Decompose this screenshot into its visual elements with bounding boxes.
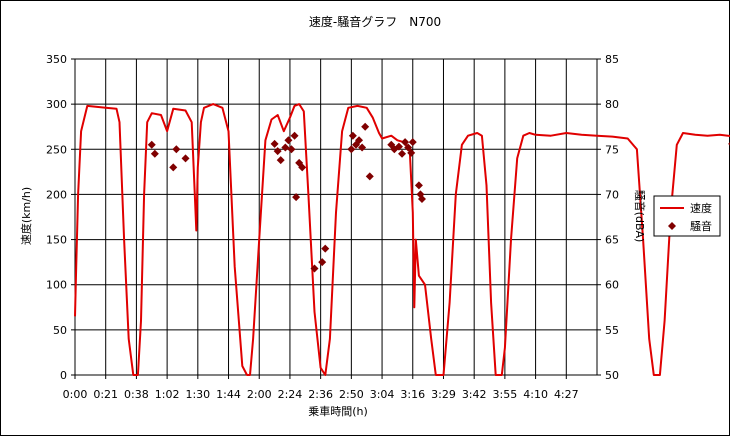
y2-tick-label: 85 <box>605 53 619 66</box>
noise-point <box>414 181 423 190</box>
x-tick-label: 4:27 <box>554 388 579 401</box>
noise-point <box>417 194 426 203</box>
noise-point <box>358 143 367 152</box>
y2-tick-label: 65 <box>605 234 619 247</box>
plot-frame <box>74 58 598 376</box>
x-tick-label: 3:55 <box>493 388 518 401</box>
noise-point <box>273 147 282 156</box>
noise-point <box>276 156 285 165</box>
y2-tick-label: 55 <box>605 324 619 337</box>
noise-point <box>147 140 156 149</box>
y2-tick-label: 80 <box>605 98 619 111</box>
noise-point <box>270 139 279 148</box>
x-tick-label: 1:44 <box>216 388 241 401</box>
noise-point <box>355 136 364 145</box>
y2-axis-ticks: 50 55 60 65 70 75 80 85 <box>597 53 619 382</box>
y-tick-label: 200 <box>46 188 67 201</box>
y-axis-ticks: 0 50 100 150 200 250 300 350 <box>46 53 75 382</box>
x-tick-label: 2:24 <box>278 388 303 401</box>
noise-point <box>310 264 319 273</box>
noise-point <box>169 163 178 172</box>
noise-point <box>404 143 413 152</box>
series-speed-line <box>74 103 730 376</box>
y2-tick-label: 75 <box>605 143 619 156</box>
noise-point <box>292 193 301 202</box>
noise-point <box>394 142 403 151</box>
x-tick-label: 0:38 <box>124 388 149 401</box>
noise-point <box>348 131 357 140</box>
x-tick-label: 0:00 <box>63 388 88 401</box>
x-tick-label: 3:04 <box>370 388 395 401</box>
noise-point <box>287 145 296 154</box>
y2-tick-label: 50 <box>605 369 619 382</box>
x-tick-label: 1:30 <box>185 388 210 401</box>
noise-point <box>321 244 330 253</box>
y2-tick-label: 60 <box>605 279 619 292</box>
noise-point <box>284 136 293 145</box>
chart-title: 速度-騒音グラフ N700 <box>309 14 441 29</box>
x-axis-ticks: 0:00 0:21 0:38 1:02 1:30 1:44 2:00 2:24 2:36 2:50… <box>63 375 579 401</box>
y-tick-label: 150 <box>46 234 67 247</box>
noise-point <box>347 145 356 154</box>
y-tick-label: 100 <box>46 279 67 292</box>
noise-point <box>318 258 327 267</box>
noise-point <box>181 154 190 163</box>
y-tick-label: 300 <box>46 98 67 111</box>
y-axis-label: 速度(km/h) <box>19 187 33 245</box>
x-tick-label: 2:00 <box>247 388 272 401</box>
y-tick-label: 50 <box>53 324 67 337</box>
x-tick-label: 2:36 <box>308 388 333 401</box>
x-tick-label: 3:29 <box>431 388 456 401</box>
y2-tick-label: 70 <box>605 188 619 201</box>
x-tick-label: 3:42 <box>462 388 487 401</box>
y-tick-label: 0 <box>60 369 67 382</box>
x-tick-label: 1:02 <box>155 388 180 401</box>
legend-noise-swatch <box>668 222 676 230</box>
legend-noise-label: 騒音 <box>690 219 712 233</box>
y-tick-label: 250 <box>46 143 67 156</box>
noise-point <box>281 143 290 152</box>
x-tick-label: 2:50 <box>339 388 364 401</box>
noise-point <box>172 145 181 154</box>
noise-point <box>398 149 407 158</box>
noise-point <box>150 149 159 158</box>
y-tick-label: 350 <box>46 53 67 66</box>
legend-speed-label: 速度 <box>690 201 712 215</box>
y2-axis-label: 騒音(dBA) <box>633 190 647 243</box>
series-layer <box>74 103 730 376</box>
noise-point <box>401 138 410 147</box>
noise-point <box>365 172 374 181</box>
noise-point <box>408 138 417 147</box>
noise-point <box>361 122 370 131</box>
noise-point <box>407 148 416 157</box>
noise-point <box>290 131 299 140</box>
x-axis-label: 乗車時間(h) <box>308 404 368 418</box>
legend: 速度 騒音 <box>653 195 721 237</box>
x-tick-label: 4:10 <box>523 388 548 401</box>
legend-box <box>653 195 721 237</box>
x-tick-label: 3:16 <box>400 388 425 401</box>
x-tick-label: 0:21 <box>93 388 118 401</box>
noise-point <box>298 163 307 172</box>
